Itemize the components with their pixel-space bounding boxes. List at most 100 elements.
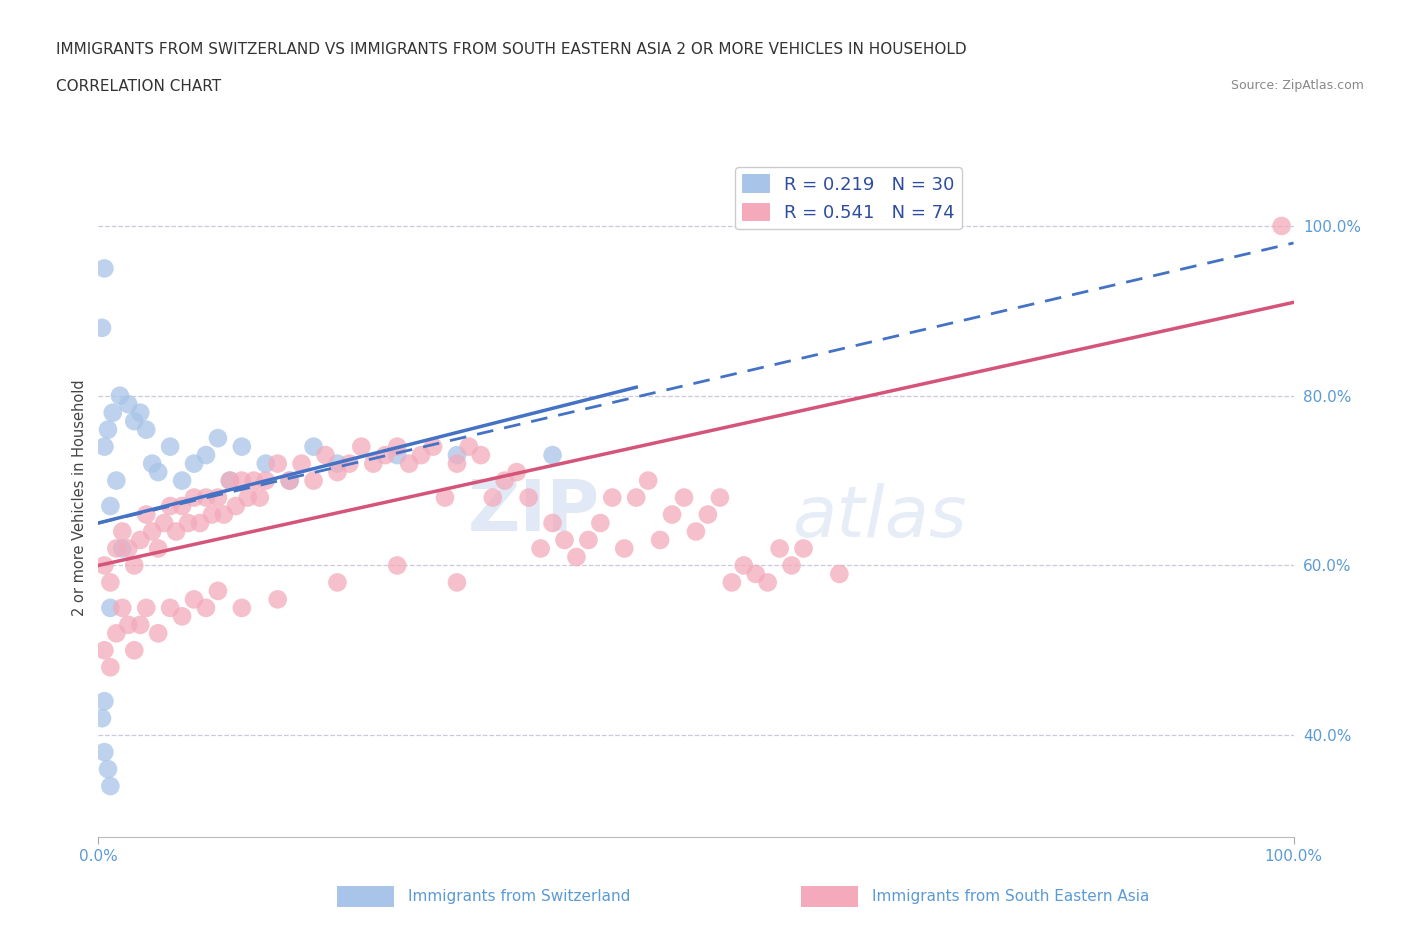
- Point: [207, 431, 229, 445]
- Point: [661, 507, 683, 522]
- Point: [793, 541, 815, 556]
- Point: [326, 575, 349, 590]
- Point: [111, 525, 134, 539]
- Point: [201, 507, 224, 522]
- Point: [576, 533, 599, 548]
- Point: [93, 261, 115, 276]
- Point: [148, 541, 170, 556]
- Point: [159, 439, 181, 454]
- Point: [135, 601, 157, 616]
- Point: [159, 498, 181, 513]
- Point: [91, 320, 114, 335]
- Point: [207, 490, 229, 505]
- Point: [433, 490, 456, 505]
- Point: [363, 457, 385, 472]
- Point: [98, 778, 122, 793]
- Point: [219, 473, 242, 488]
- Point: [98, 601, 122, 616]
- Point: [117, 541, 139, 556]
- Point: [129, 533, 152, 548]
- Point: [673, 490, 696, 505]
- Point: [529, 541, 551, 556]
- Point: [411, 447, 433, 462]
- Point: [183, 490, 205, 505]
- Point: [709, 490, 731, 505]
- Point: [326, 465, 349, 480]
- Point: [249, 490, 271, 505]
- Point: [172, 498, 194, 513]
- Point: [98, 575, 122, 590]
- Point: [93, 643, 115, 658]
- Point: [637, 473, 659, 488]
- Point: [278, 473, 301, 488]
- Point: [225, 498, 247, 513]
- Point: [302, 439, 325, 454]
- Point: [97, 422, 120, 437]
- Point: [446, 575, 468, 590]
- Point: [194, 490, 218, 505]
- Point: [124, 414, 146, 429]
- Point: [481, 490, 505, 505]
- Point: [117, 618, 139, 632]
- Point: [93, 558, 115, 573]
- Point: [267, 592, 290, 607]
- Point: [153, 515, 176, 530]
- Point: [278, 473, 301, 488]
- Point: [422, 439, 444, 454]
- Point: [111, 601, 134, 616]
- Point: [135, 422, 157, 437]
- Point: [385, 439, 409, 454]
- Point: [141, 525, 163, 539]
- Point: [129, 618, 152, 632]
- Point: [124, 558, 146, 573]
- Point: [302, 473, 325, 488]
- Point: [236, 490, 259, 505]
- Point: [183, 457, 205, 472]
- Point: [648, 533, 672, 548]
- Point: [385, 558, 409, 573]
- Point: [565, 550, 588, 565]
- Point: [93, 694, 115, 709]
- Point: [97, 762, 120, 777]
- Point: [613, 541, 636, 556]
- Point: [506, 465, 529, 480]
- Text: Immigrants from South Eastern Asia: Immigrants from South Eastern Asia: [872, 889, 1149, 904]
- Point: [589, 515, 612, 530]
- Point: [111, 541, 134, 556]
- Text: ZIP: ZIP: [468, 477, 600, 546]
- Point: [494, 473, 516, 488]
- Point: [105, 626, 128, 641]
- Point: [207, 583, 229, 598]
- Point: [385, 447, 409, 462]
- Point: [105, 473, 128, 488]
- Point: [98, 498, 122, 513]
- Point: [374, 447, 396, 462]
- Point: [129, 405, 152, 420]
- Point: [231, 601, 253, 616]
- Point: [254, 457, 277, 472]
- Point: [231, 439, 253, 454]
- Point: [267, 457, 290, 472]
- Point: [768, 541, 790, 556]
- Point: [165, 525, 187, 539]
- Point: [733, 558, 755, 573]
- Point: [124, 643, 146, 658]
- Point: [172, 609, 194, 624]
- Point: [101, 405, 124, 420]
- Point: [148, 465, 170, 480]
- Text: atlas: atlas: [792, 484, 966, 552]
- Y-axis label: 2 or more Vehicles in Household: 2 or more Vehicles in Household: [72, 379, 87, 616]
- Point: [446, 457, 468, 472]
- Point: [188, 515, 211, 530]
- Point: [105, 541, 128, 556]
- Point: [108, 389, 131, 404]
- Point: [315, 447, 337, 462]
- Point: [148, 626, 170, 641]
- Point: [141, 457, 163, 472]
- Point: [446, 447, 468, 462]
- Point: [697, 507, 720, 522]
- Point: [350, 439, 373, 454]
- Point: [254, 473, 277, 488]
- Legend: R = 0.219   N = 30, R = 0.541   N = 74: R = 0.219 N = 30, R = 0.541 N = 74: [735, 167, 962, 230]
- Point: [183, 592, 205, 607]
